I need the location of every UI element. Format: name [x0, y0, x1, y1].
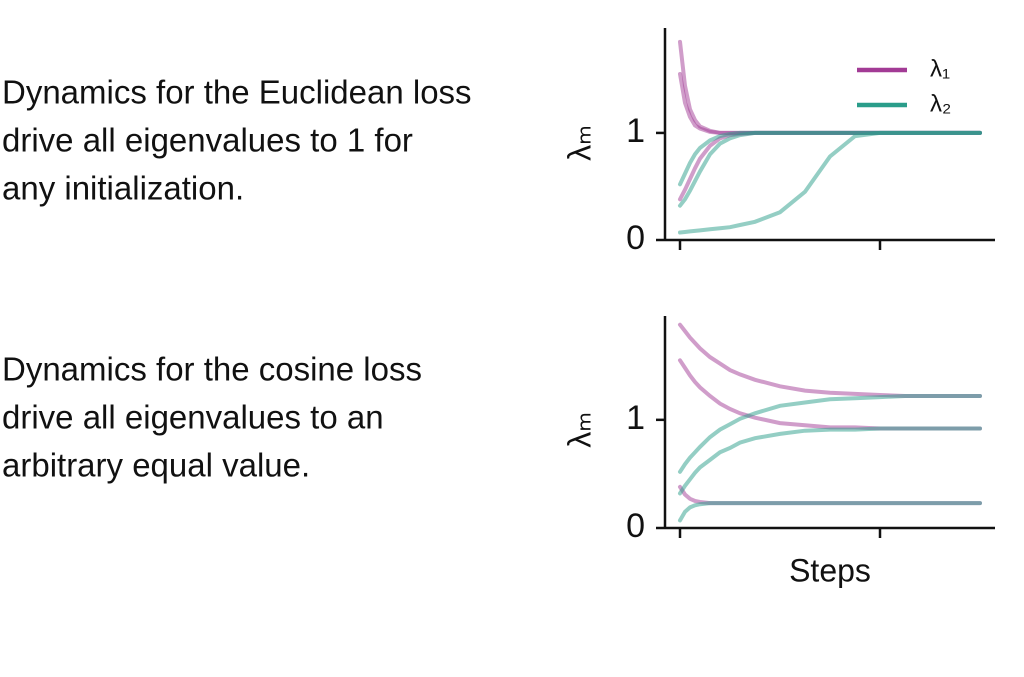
y-tick-label: 1 [626, 399, 645, 437]
eigenvalue-line [678, 130, 982, 235]
legend-label: λ₁ [930, 55, 950, 82]
y-tick-label: 0 [626, 219, 645, 257]
eigenvalue-line [678, 394, 982, 474]
y-tick-label: 0 [626, 507, 645, 545]
legend-label: λ₂ [930, 90, 951, 117]
x-axis-label: Steps [789, 552, 871, 588]
caption-line: drive all eigenvalues to 1 for [2, 122, 413, 159]
y-axis-label: λₘ [561, 412, 597, 448]
eigenvalue-line [678, 322, 982, 398]
eigenvalue-line [678, 426, 982, 496]
eigenvalue-line [678, 484, 982, 506]
eigenvalue-line [678, 130, 982, 208]
caption-line: any initialization. [2, 170, 244, 207]
caption-line: arbitrary equal value. [2, 447, 310, 484]
caption-line: Dynamics for the cosine loss [2, 351, 422, 388]
y-axis-label: λₘ [561, 125, 597, 161]
y-tick-label: 1 [626, 112, 645, 150]
caption-line: drive all eigenvalues to an [2, 399, 384, 436]
eigenvalue-line [678, 501, 982, 523]
caption-line: Dynamics for the Euclidean loss [2, 74, 472, 111]
